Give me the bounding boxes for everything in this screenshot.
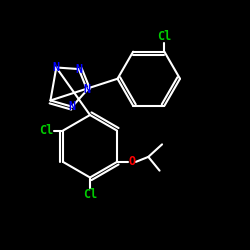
Text: N: N bbox=[68, 100, 76, 113]
Text: N: N bbox=[84, 84, 91, 96]
Text: N: N bbox=[53, 61, 60, 74]
Text: Cl: Cl bbox=[40, 124, 54, 137]
Text: Cl: Cl bbox=[157, 30, 172, 43]
Text: O: O bbox=[128, 155, 136, 168]
Text: N: N bbox=[75, 62, 82, 76]
Text: Cl: Cl bbox=[83, 188, 97, 201]
